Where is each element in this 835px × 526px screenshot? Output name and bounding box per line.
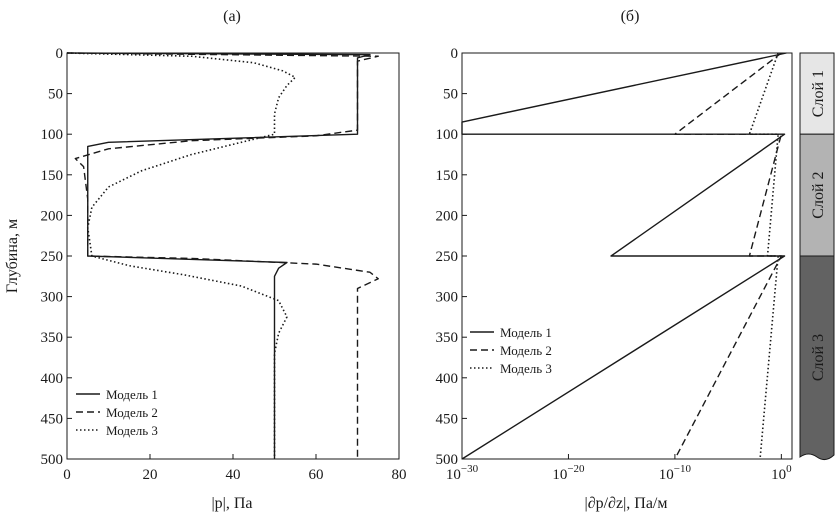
y-tick-label: 450 [436,411,459,427]
layer-label: Слой 1 [810,70,827,117]
panel-b-x-ticks: 10−30 10−20 10−10 100 [446,454,792,483]
layer-block [799,133,835,257]
x-tick-label: 80 [392,467,407,483]
y-tick-label: 400 [436,371,459,387]
x-tick-label: 60 [309,467,324,483]
y-tick-label: 300 [436,290,459,306]
panel-b-x-axis-label: |∂p/∂z|, Па/м [585,495,668,512]
panel-b-label: (б) [621,8,640,25]
y-tick-label: 450 [41,411,64,427]
y-tick-label: 250 [41,249,64,265]
series-line-model-1 [461,52,787,460]
series-line-model-2 [66,52,379,459]
series-line-model-1 [66,52,371,459]
layer-block [799,255,835,461]
layer-label: Слой 3 [810,334,827,381]
y-tick-label: 500 [436,452,459,468]
legend-label: Модель 3 [106,423,158,438]
panel-b-legend: Модель 1 Модель 2 Модель 3 [470,325,552,376]
series-line-model-2 [674,52,783,460]
y-tick-label: 300 [41,290,64,306]
x-tick-label: 10−30 [446,463,479,483]
y-tick-label: 500 [41,452,64,468]
legend-label: Модель 1 [106,387,158,402]
legend-label: Модель 1 [500,325,552,340]
y-tick-label: 150 [436,168,459,184]
x-tick-label: 20 [143,467,158,483]
panel-a-series [66,52,379,459]
panel-b-plot: 0 50 100 150 200 250 300 350 400 450 500 10−30 10−2… [436,46,793,512]
y-tick-label: 0 [451,46,459,62]
legend-label: Модель 2 [106,405,158,420]
y-tick-label: 200 [41,208,64,224]
layer-strip: Слой 1 Слой 2 Слой 3 [799,52,835,461]
x-tick-label: 10−10 [659,463,692,483]
y-tick-label: 250 [436,249,459,265]
x-tick-label: 40 [226,467,241,483]
layer-label: Слой 2 [810,171,827,218]
y-tick-label: 350 [41,330,64,346]
y-tick-label: 50 [48,87,63,103]
layer-block [799,52,835,135]
y-axis-label: Глубина, м [4,219,21,293]
panel-a-plot: 0 50 100 150 200 250 300 350 400 450 500 0 20 40 60 80… [41,46,407,512]
y-tick-label: 0 [56,46,64,62]
y-tick-label: 50 [443,87,458,103]
y-tick-label: 200 [436,208,459,224]
x-tick-label: 100 [771,463,792,483]
panel-b-y-ticks: 0 50 100 150 200 250 300 350 400 450 500 [436,46,467,468]
panel-a-x-axis-label: |p|, Па [211,495,252,512]
y-tick-label: 100 [41,127,64,143]
legend-label: Модель 3 [500,361,552,376]
y-tick-label: 100 [436,127,459,143]
x-tick-label: 10−20 [552,463,585,483]
y-tick-label: 350 [436,330,459,346]
legend-label: Модель 2 [500,343,552,358]
panel-a-label: (а) [223,8,241,25]
panel-a-legend: Модель 1 Модель 2 Модель 3 [76,387,158,438]
panel-a-x-ticks: 0 20 40 60 80 [63,454,407,483]
x-tick-label: 0 [63,467,71,483]
y-tick-label: 400 [41,371,64,387]
series-line-model-3 [66,52,297,459]
y-tick-label: 150 [41,168,64,184]
panel-b-series [461,52,787,460]
panel-a-y-ticks: 0 50 100 150 200 250 300 350 400 450 500 [41,46,72,468]
